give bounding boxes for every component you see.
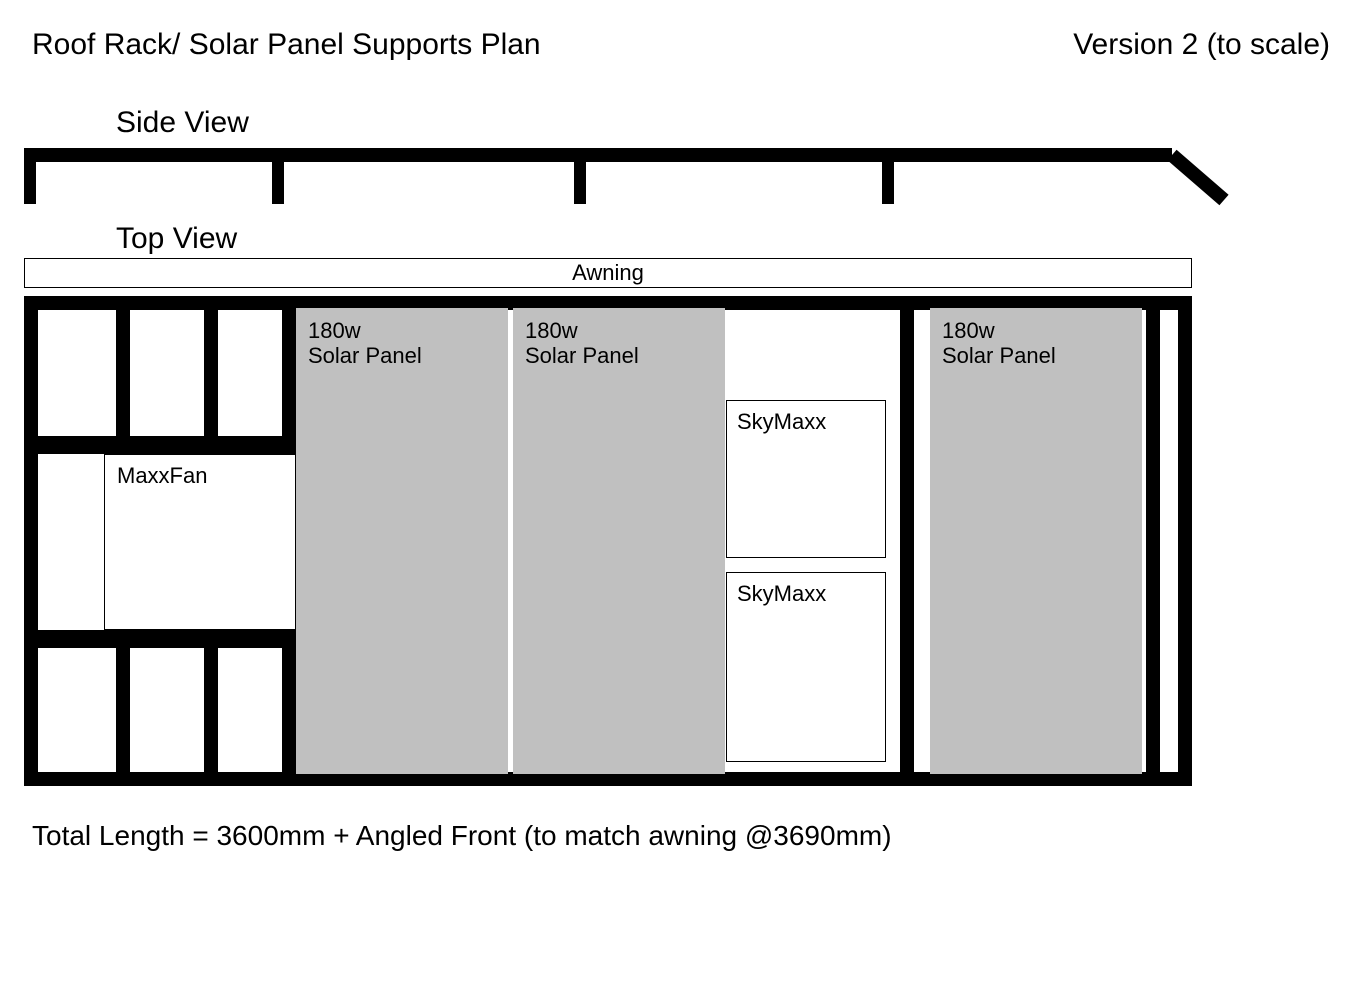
maxxfan-label: MaxxFan	[105, 455, 295, 496]
top-view-label: Top View	[116, 222, 237, 257]
right-inner-vbar	[900, 310, 914, 772]
skymaxx-label: SkyMaxx	[727, 573, 885, 614]
side-view-drawing	[0, 0, 1362, 220]
maxxfan-box: MaxxFan	[104, 454, 296, 630]
solar-panel: 180w Solar Panel	[513, 308, 725, 774]
awning-strip: Awning	[24, 258, 1192, 288]
footer-text: Total Length = 3600mm + Angled Front (to…	[32, 820, 892, 852]
skymaxx-box: SkyMaxx	[726, 400, 886, 558]
left-grid-hbar	[38, 436, 296, 454]
skymaxx-label: SkyMaxx	[727, 401, 885, 442]
solar-panel-label: 180w Solar Panel	[930, 308, 1142, 379]
left-grid: MaxxFan	[38, 310, 296, 772]
right-edge-vbar	[1146, 310, 1160, 772]
solar-panel: 180w Solar Panel	[296, 308, 508, 774]
awning-label: Awning	[25, 260, 1191, 285]
solar-panel: 180w Solar Panel	[930, 308, 1142, 774]
diagram-canvas: Roof Rack/ Solar Panel Supports Plan Ver…	[0, 0, 1362, 1000]
left-grid-hbar	[38, 630, 296, 648]
skymaxx-box: SkyMaxx	[726, 572, 886, 762]
solar-panel-label: 180w Solar Panel	[296, 308, 508, 379]
solar-panel-label: 180w Solar Panel	[513, 308, 725, 379]
